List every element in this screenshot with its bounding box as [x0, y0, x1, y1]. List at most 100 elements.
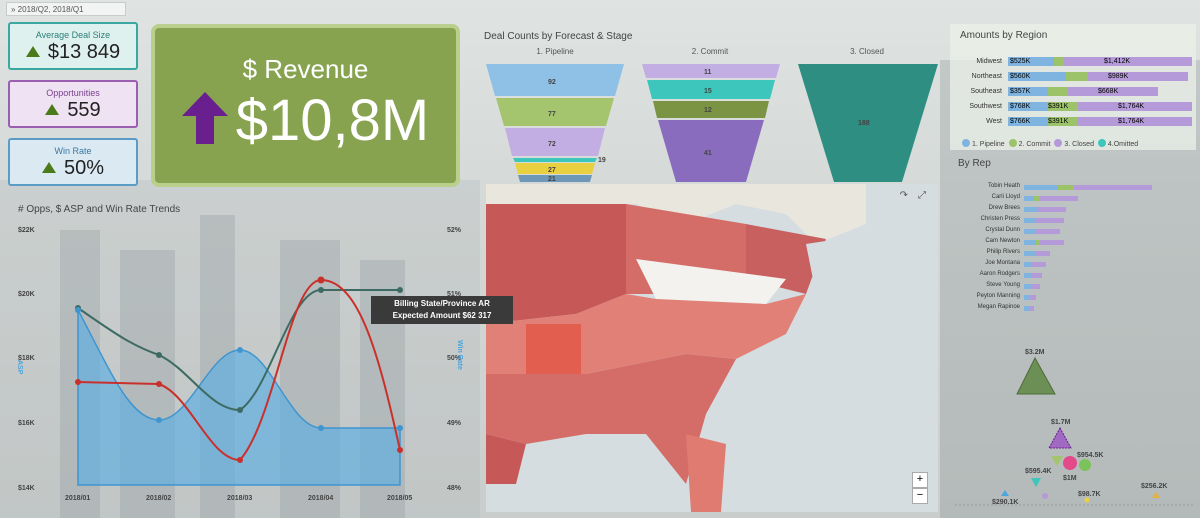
bar-closed: $989K — [1088, 72, 1188, 81]
rep-name: Crystal Dunn — [985, 227, 1020, 233]
asp-point — [156, 417, 162, 423]
funnel-value: 92 — [548, 79, 556, 86]
zoom-out-button[interactable]: − — [912, 488, 928, 504]
region-row[interactable]: Northeast $560K $989K — [950, 71, 1196, 83]
funnel-commit[interactable]: 11 15 12 41 — [642, 64, 780, 182]
legend-commit[interactable]: 2. Commit — [1008, 139, 1051, 148]
funnel-value: 11 — [704, 69, 712, 76]
by-rep-chart[interactable]: Tobin Heath Carli Lloyd Drew Brees Chris… — [930, 183, 1190, 314]
map-tooltip: Billing State/Province AR Expected Amoun… — [371, 296, 513, 324]
deal-counts-title: Deal Counts by Forecast & Stage — [484, 31, 633, 42]
scatter-label: $1.7M — [1051, 419, 1071, 426]
tick-label: $16K — [18, 420, 35, 427]
trends-title: # Opps, $ ASP and Win Rate Trends — [18, 204, 181, 215]
kpi-label: Win Rate — [54, 146, 92, 156]
funnel-closed[interactable]: 188 — [798, 64, 938, 182]
bar-pipeline: $560K — [1008, 72, 1068, 81]
rep-name: Christen Press — [980, 216, 1020, 222]
kpi-value: $13 849 — [10, 41, 136, 64]
tick-label: 2018/02 — [146, 495, 171, 502]
scatter-label: $595.4K — [1025, 468, 1051, 475]
rep-name: Tobin Heath — [987, 183, 1020, 189]
regions-legend: 1. Pipeline 2. Commit 3. Closed 4.Omitte… — [962, 139, 1138, 148]
funnel-pipeline[interactable]: 92 77 72 19 27 21 — [486, 64, 624, 183]
kpi-value: 50% — [10, 157, 136, 180]
funnel-seg — [518, 175, 592, 182]
win-rate-line — [77, 278, 401, 462]
tooltip-line: Expected Amount $62 317 — [392, 311, 492, 320]
us-map[interactable]: + − ⤢ ↷ — [486, 184, 938, 512]
region-name: West — [986, 118, 1002, 125]
revenue-value-text: $10,8M — [235, 88, 430, 153]
asp-axis-label: ASP — [16, 360, 23, 375]
zoom-in-button[interactable]: + — [912, 472, 928, 488]
region-row[interactable]: Southeast $357K $668K — [950, 86, 1196, 98]
tick-label: $18K — [18, 355, 35, 362]
funnel-seg — [496, 98, 614, 126]
tick-label: 2018/05 — [387, 495, 412, 502]
rep-name: Steve Young — [986, 282, 1020, 288]
rep-name: Cam Newton — [985, 238, 1020, 244]
tick-label: $14K — [18, 485, 35, 492]
tick-label: 49% — [447, 420, 462, 427]
rep-name: Drew Brees — [988, 205, 1020, 211]
rep-row: Tobin Heath — [930, 183, 1190, 193]
region-name: Midwest — [976, 58, 1002, 65]
funnel-value: 15 — [704, 88, 712, 95]
tick-label: 48% — [447, 485, 462, 492]
amount-scatter[interactable]: $3.2M $1.7M $954.5K $1M $595.4K $290.1K … — [955, 340, 1195, 512]
scatter-label: $98.7K — [1078, 491, 1101, 498]
rep-row: Christen Press — [930, 216, 1190, 226]
up-triangle-icon — [41, 162, 56, 173]
tick-label: 52% — [447, 227, 462, 234]
rep-name: Peyton Manning — [976, 293, 1020, 299]
bar-commit — [1054, 57, 1064, 66]
funnel-value: 21 — [548, 176, 556, 183]
funnel-value: 41 — [704, 150, 712, 157]
region-name: Southwest — [969, 103, 1002, 110]
legend-omitted[interactable]: 4.Omitted — [1097, 139, 1138, 148]
funnel-value: 27 — [548, 167, 556, 174]
region-row[interactable]: Midwest $525K $1,412K — [950, 56, 1196, 68]
tick-label: 2018/01 — [65, 495, 90, 502]
legend-closed[interactable]: 3. Closed — [1054, 139, 1094, 148]
x-axis: 2018/01 2018/02 2018/03 2018/04 2018/05 — [65, 495, 412, 502]
region-name: Northeast — [971, 73, 1002, 80]
kpi-label: Average Deal Size — [35, 30, 111, 40]
triangle-marker — [1048, 426, 1072, 449]
bar-commit — [1066, 72, 1088, 81]
asp-point — [75, 307, 81, 313]
kpi-average-deal-size: Average Deal Size $13 849 — [8, 22, 138, 70]
kpi-label: Opportunities — [46, 88, 100, 98]
funnel-seg — [505, 128, 605, 156]
state-region — [486, 434, 526, 484]
stage-label-commit: 2. Commit — [691, 47, 729, 56]
rep-name: Joe Montana — [985, 260, 1020, 266]
bar-commit — [1048, 87, 1068, 96]
tick-label: 2018/03 — [227, 495, 252, 502]
chart-markers — [75, 276, 403, 463]
kpi-value-text: 50% — [63, 157, 105, 179]
asp-point — [397, 425, 403, 431]
kpi-value-text: 559 — [67, 99, 101, 121]
expand-icon[interactable]: ⤢ — [918, 190, 926, 201]
region-row[interactable]: Southwest $768K $391K $1,764K — [950, 101, 1196, 113]
legend-pipeline[interactable]: 1. Pipeline — [962, 139, 1005, 148]
rep-row: Joe Montana — [930, 260, 1190, 270]
pointer-icon[interactable]: ↷ — [899, 190, 908, 201]
trends-chart[interactable]: $22K $20K $18K $16K $14K ASP 52% 51% 50%… — [10, 220, 480, 510]
state-region — [686, 434, 726, 512]
tick-label: $20K — [18, 291, 35, 298]
bubble-marker — [1042, 493, 1048, 499]
opps-line — [77, 289, 400, 412]
filter-chip[interactable]: » 2018/Q2, 2018/Q1 — [6, 2, 126, 16]
bubble-marker — [1084, 497, 1090, 503]
rep-row: Crystal Dunn — [930, 227, 1190, 237]
rep-row: Aaron Rodgers — [930, 271, 1190, 281]
map-shapes — [486, 184, 938, 512]
bar-commit: $391K — [1048, 117, 1078, 126]
region-row[interactable]: West $766K $391K $1,764K — [950, 116, 1196, 128]
win-point — [237, 457, 243, 463]
state-region — [636, 259, 786, 304]
region-rows[interactable]: Midwest $525K $1,412K Northeast $560K $9… — [950, 56, 1196, 128]
